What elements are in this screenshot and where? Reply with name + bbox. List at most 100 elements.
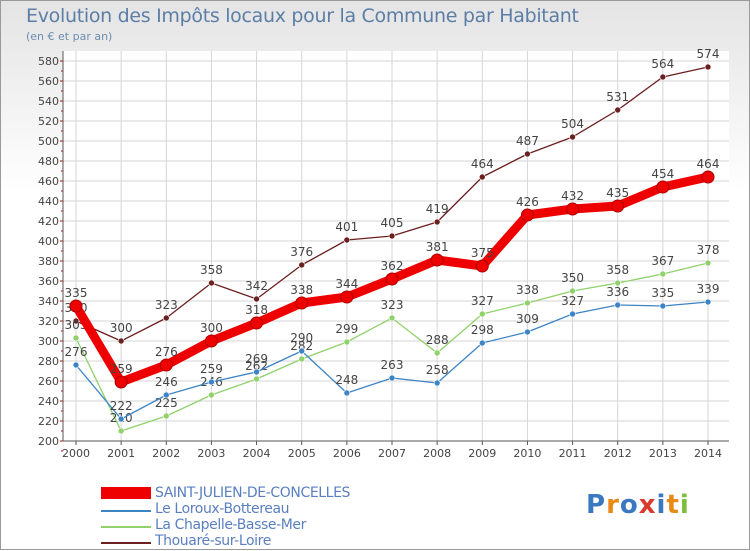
legend-swatch-thouare (101, 542, 151, 544)
data-label: 335 (65, 286, 88, 300)
data-label: 248 (335, 373, 358, 387)
x-tick-label: 2012 (604, 447, 632, 460)
data-point (478, 173, 486, 181)
data-point (433, 349, 441, 357)
data-label: 564 (651, 57, 674, 71)
data-point (614, 301, 622, 309)
y-tick-label: 520 (38, 115, 59, 128)
data-label: 300 (110, 321, 133, 335)
data-point (614, 279, 622, 287)
data-point (298, 347, 306, 355)
data-point (72, 361, 80, 369)
data-point (343, 389, 351, 397)
data-label: 276 (155, 345, 178, 359)
data-label: 299 (335, 322, 358, 336)
data-point (72, 334, 80, 342)
y-tick-label: 280 (38, 355, 59, 368)
data-label: 323 (155, 298, 178, 312)
y-tick-label: 200 (38, 435, 59, 448)
data-point (524, 299, 531, 307)
logo-letter: i (679, 490, 690, 520)
data-point (611, 199, 625, 213)
data-point (524, 328, 531, 336)
y-tick-label: 340 (38, 295, 59, 308)
x-tick-label: 2003 (197, 447, 225, 460)
data-label: 269 (245, 352, 268, 366)
data-label: 358 (200, 263, 223, 277)
data-label: 309 (516, 312, 539, 326)
data-label: 381 (426, 240, 449, 254)
data-point (114, 375, 128, 389)
x-tick-label: 2007 (378, 447, 406, 460)
data-label: 378 (697, 243, 720, 257)
data-label: 327 (471, 294, 494, 308)
data-label: 504 (561, 117, 584, 131)
y-tick-label: 360 (38, 275, 59, 288)
data-label: 282 (290, 339, 313, 353)
data-point (162, 391, 170, 399)
data-point (72, 317, 80, 325)
data-label: 454 (651, 167, 674, 181)
x-tick-label: 2004 (243, 447, 271, 460)
data-point (566, 202, 580, 216)
y-tick-label: 240 (38, 395, 59, 408)
data-point (250, 316, 264, 330)
data-point (388, 232, 396, 240)
data-label: 574 (697, 47, 720, 61)
data-label: 432 (561, 189, 584, 203)
data-label: 367 (651, 254, 674, 268)
data-point (253, 368, 260, 376)
data-point (162, 314, 170, 322)
logo-letter: P (586, 490, 607, 520)
data-point (162, 412, 170, 420)
x-tick-label: 2014 (694, 447, 722, 460)
y-tick-label: 300 (38, 335, 59, 348)
data-label: 258 (426, 363, 449, 377)
data-label: 338 (290, 283, 313, 297)
logo-letter: x (638, 490, 657, 520)
data-point (388, 374, 396, 382)
chart-title: Evolution des Impôts locaux pour la Comm… (26, 5, 579, 27)
data-label: 290 (290, 331, 313, 345)
series-3: 335 259 276 300 318 338 344 362 381 375 426 432 435 4… (65, 157, 719, 389)
data-label: 426 (516, 195, 539, 209)
data-point (569, 133, 576, 141)
data-point (659, 73, 667, 81)
logo-letter: t (666, 490, 680, 520)
data-label: 350 (561, 271, 584, 285)
y-tick-label: 320 (38, 315, 59, 328)
data-label: 401 (335, 220, 358, 234)
data-point (253, 295, 260, 303)
data-point (298, 355, 306, 363)
x-tick-label: 2010 (513, 447, 541, 460)
data-point (520, 208, 534, 222)
y-tick-label: 380 (38, 255, 59, 268)
y-tick-label: 400 (38, 235, 59, 248)
legend-swatch-chapelle (101, 526, 151, 528)
data-point (208, 391, 215, 399)
data-point (204, 334, 218, 348)
data-point (704, 298, 712, 306)
series-2: 276 222 246 259 269 290 248 263 258 298 309 327 336 3… (65, 282, 719, 423)
logo-letter: o (619, 490, 639, 520)
logo-letter: i (656, 490, 667, 520)
y-tick-label: 440 (38, 195, 59, 208)
data-label: 464 (471, 157, 494, 171)
data-label: 405 (381, 216, 404, 230)
data-point (704, 63, 712, 71)
data-point (569, 287, 576, 295)
x-tick-label: 2002 (152, 447, 180, 460)
data-label: 246 (155, 375, 178, 389)
data-point (614, 106, 622, 114)
data-point (430, 253, 444, 267)
y-tick-label: 260 (38, 375, 59, 388)
data-label: 362 (381, 259, 404, 273)
data-point (475, 259, 489, 273)
data-label: 335 (651, 286, 674, 300)
data-label: 336 (606, 285, 629, 299)
data-point (343, 338, 351, 346)
data-label: 327 (561, 294, 584, 308)
data-label: 487 (516, 134, 539, 148)
data-label: 435 (606, 186, 629, 200)
